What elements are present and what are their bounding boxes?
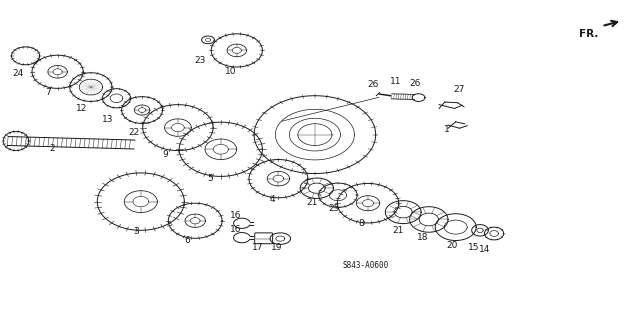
- Text: 2: 2: [50, 144, 55, 153]
- Text: 22: 22: [129, 128, 140, 137]
- Text: 15: 15: [468, 243, 479, 252]
- Text: 17: 17: [252, 243, 263, 252]
- Text: 4: 4: [269, 195, 275, 204]
- Text: 26: 26: [409, 79, 420, 88]
- Text: 7: 7: [45, 88, 51, 97]
- Text: 9: 9: [163, 150, 168, 159]
- Text: 16: 16: [230, 225, 241, 234]
- Text: 13: 13: [102, 115, 113, 124]
- Text: 18: 18: [417, 233, 428, 242]
- Text: 23: 23: [194, 56, 205, 65]
- Text: 12: 12: [76, 104, 88, 113]
- Text: 5: 5: [207, 174, 212, 183]
- Text: 16: 16: [230, 211, 241, 220]
- Text: S843-A0600: S843-A0600: [343, 261, 389, 270]
- Text: 8: 8: [359, 219, 364, 228]
- Text: 20: 20: [446, 241, 458, 250]
- Text: FR.: FR.: [579, 29, 598, 39]
- Text: 19: 19: [271, 243, 282, 252]
- Text: 1: 1: [444, 125, 449, 134]
- Text: 25: 25: [328, 204, 340, 213]
- Text: 24: 24: [12, 69, 24, 78]
- Text: 21: 21: [307, 198, 318, 207]
- Text: 14: 14: [479, 245, 491, 254]
- Text: 21: 21: [392, 226, 404, 235]
- Text: 11: 11: [390, 77, 401, 86]
- Text: 27: 27: [454, 85, 465, 94]
- Text: 3: 3: [133, 227, 138, 236]
- Text: 6: 6: [185, 236, 190, 245]
- Text: 10: 10: [225, 67, 236, 76]
- Text: 26: 26: [367, 80, 379, 89]
